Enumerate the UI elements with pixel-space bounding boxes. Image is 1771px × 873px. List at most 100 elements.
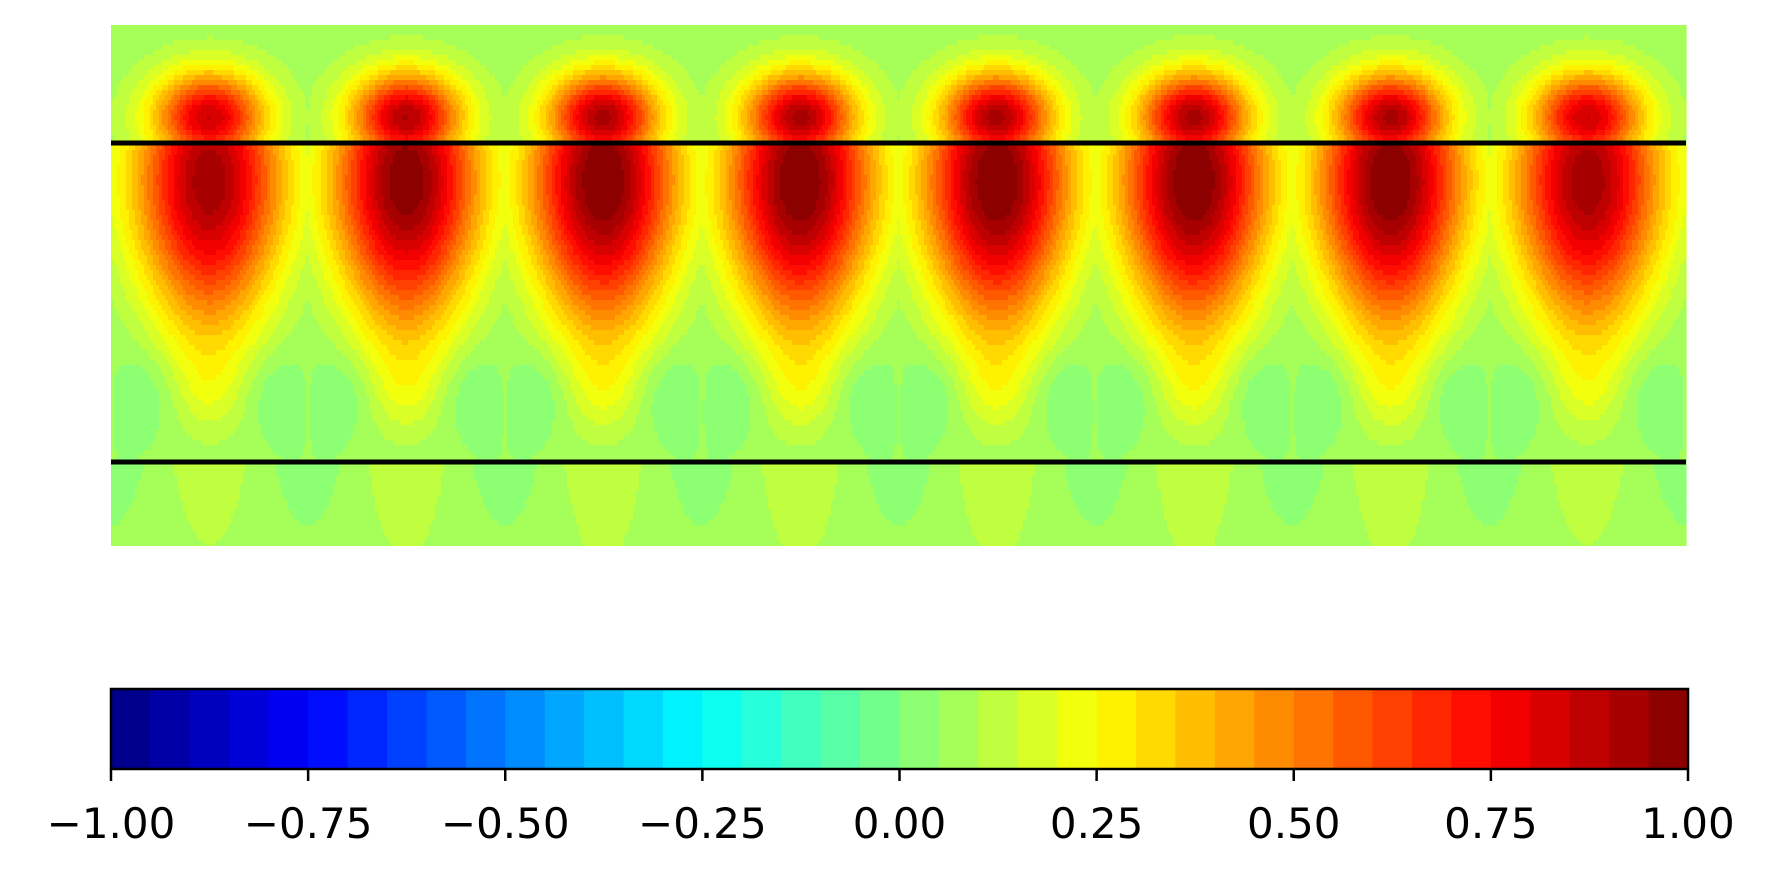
heatmap-cell xyxy=(834,145,841,151)
heatmap-cell xyxy=(366,125,373,131)
heatmap-cell xyxy=(1029,135,1036,141)
heatmap-cell xyxy=(1644,85,1651,91)
heatmap-cell xyxy=(573,115,577,121)
heatmap-cell xyxy=(348,120,355,126)
heatmap-cell xyxy=(456,120,460,126)
heatmap-cell xyxy=(1170,110,1174,116)
heatmap-cell xyxy=(474,150,481,156)
heatmap-cell xyxy=(183,105,187,111)
heatmap-cell xyxy=(1647,160,1654,166)
heatmap-cell xyxy=(111,85,118,91)
heatmap-cell xyxy=(972,155,982,161)
heatmap-cell xyxy=(615,145,625,151)
heatmap-cell xyxy=(855,115,859,121)
heatmap-cell xyxy=(639,160,646,166)
heatmap-cell xyxy=(240,120,244,126)
heatmap-cell xyxy=(462,90,469,96)
heatmap-cell xyxy=(849,125,853,131)
heatmap-cell xyxy=(903,165,910,171)
heatmap-cell xyxy=(282,165,289,171)
heatmap-cell xyxy=(138,170,145,176)
heatmap-cell xyxy=(1155,145,1162,151)
heatmap-cell xyxy=(1530,175,1537,181)
heatmap-cell xyxy=(1431,100,1438,106)
heatmap-cell xyxy=(747,135,754,141)
heatmap-cell xyxy=(237,105,241,111)
heatmap-cell xyxy=(234,180,241,186)
heatmap-cell xyxy=(1437,155,1441,161)
heatmap-cell xyxy=(1332,95,1339,101)
heatmap-cell xyxy=(291,110,322,116)
heatmap-cell xyxy=(735,70,751,76)
heatmap-cell xyxy=(1170,120,1174,126)
heatmap-cell xyxy=(1251,95,1258,101)
heatmap-cell xyxy=(510,175,517,181)
heatmap-cell xyxy=(849,150,856,156)
heatmap-cell xyxy=(342,70,358,76)
heatmap-cell xyxy=(1311,165,1318,171)
heatmap-cell xyxy=(1317,105,1324,111)
heatmap-cell xyxy=(1560,105,1567,111)
heatmap-cell xyxy=(1419,145,1426,151)
heatmap-cell xyxy=(987,60,1009,66)
heatmap-cell xyxy=(261,100,268,106)
heatmap-cell xyxy=(918,145,925,151)
heatmap-cell xyxy=(1473,170,1480,176)
heatmap-cell xyxy=(177,120,181,126)
heatmap-cell xyxy=(1080,145,1090,151)
heatmap-cell xyxy=(582,170,625,176)
heatmap-cell xyxy=(960,125,967,131)
heatmap-cell xyxy=(1584,35,1591,41)
heatmap-cell xyxy=(1203,105,1213,111)
heatmap-cell xyxy=(423,125,430,131)
heatmap-cell xyxy=(174,160,181,166)
heatmap-cell xyxy=(192,145,229,151)
heatmap-cell xyxy=(465,100,472,106)
heatmap-cell xyxy=(462,145,469,151)
heatmap-cell xyxy=(354,125,361,131)
heatmap-cell xyxy=(1641,105,1648,111)
heatmap-cell xyxy=(1230,105,1234,111)
heatmap-cell xyxy=(1470,160,1477,166)
heatmap-cell xyxy=(1617,120,1621,126)
heatmap-cell xyxy=(498,160,511,166)
heatmap-cell xyxy=(381,145,388,151)
heatmap-cell xyxy=(1419,175,1423,181)
heatmap-cell xyxy=(1467,175,1474,181)
heatmap-cell xyxy=(1239,100,1246,106)
heatmap-cell xyxy=(195,165,226,171)
heatmap-cell xyxy=(1617,135,1624,141)
heatmap-cell xyxy=(879,155,886,161)
heatmap-cell xyxy=(1638,80,1648,86)
heatmap-cell xyxy=(624,90,631,96)
heatmap-cell xyxy=(1350,110,1354,116)
heatmap-cell xyxy=(855,90,862,96)
heatmap-cell xyxy=(381,115,388,121)
heatmap-cell xyxy=(1539,105,1543,111)
heatmap-cell xyxy=(282,100,292,106)
heatmap-cell xyxy=(1374,125,1381,131)
heatmap-cell xyxy=(1668,70,1687,76)
heatmap-cell xyxy=(1038,150,1042,156)
heatmap-cell xyxy=(1335,125,1339,131)
heatmap-cell xyxy=(312,170,322,176)
heatmap-cell xyxy=(1653,170,1660,176)
heatmap-cell xyxy=(519,110,529,116)
heatmap-cell xyxy=(1029,60,1048,66)
heatmap-cell xyxy=(1527,155,1534,161)
heatmap-cell xyxy=(636,95,643,101)
heatmap-cell xyxy=(357,60,376,66)
heatmap-cell xyxy=(1368,95,1375,101)
heatmap-cell xyxy=(618,90,625,96)
heatmap-cell xyxy=(186,105,193,111)
heatmap-cell xyxy=(1137,145,1141,151)
heatmap-cell xyxy=(1209,155,1219,161)
heatmap-cell xyxy=(1323,150,1327,156)
heatmap-cell xyxy=(162,120,169,126)
heatmap-cell xyxy=(654,160,658,166)
heatmap-cell xyxy=(1461,175,1468,181)
heatmap-cell xyxy=(732,75,745,81)
heatmap-cell xyxy=(174,85,181,91)
heatmap-cell xyxy=(1110,105,1120,111)
heatmap-cell xyxy=(231,115,235,121)
